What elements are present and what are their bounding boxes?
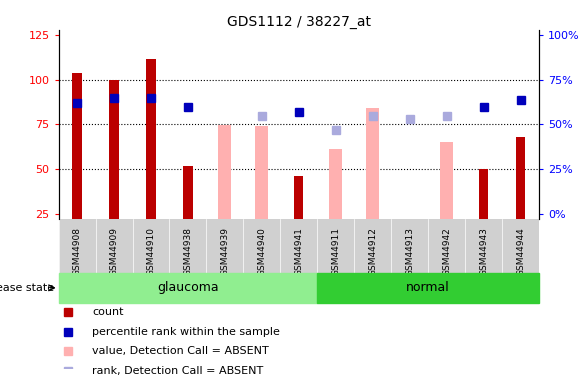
Text: glaucoma: glaucoma bbox=[157, 281, 219, 294]
Bar bbox=[219, 124, 231, 219]
Text: GSM44943: GSM44943 bbox=[479, 227, 488, 276]
Text: GSM44908: GSM44908 bbox=[73, 227, 81, 276]
Bar bbox=[440, 142, 453, 219]
Text: GSM44910: GSM44910 bbox=[146, 227, 155, 276]
Text: percentile rank within the sample: percentile rank within the sample bbox=[92, 327, 280, 337]
Bar bbox=[255, 126, 268, 219]
Text: count: count bbox=[92, 308, 124, 317]
Text: value, Detection Call = ABSENT: value, Detection Call = ABSENT bbox=[92, 346, 269, 356]
Text: GSM44912: GSM44912 bbox=[368, 227, 377, 276]
Text: disease state: disease state bbox=[0, 283, 54, 293]
Title: GDS1112 / 38227_at: GDS1112 / 38227_at bbox=[227, 15, 371, 29]
Text: GSM44911: GSM44911 bbox=[331, 227, 340, 276]
Text: GSM44939: GSM44939 bbox=[220, 227, 230, 276]
Bar bbox=[318, 273, 539, 303]
Text: GSM44944: GSM44944 bbox=[516, 227, 525, 276]
Bar bbox=[516, 137, 525, 219]
Bar bbox=[110, 80, 118, 219]
Text: GSM44909: GSM44909 bbox=[110, 227, 118, 276]
Text: GSM44913: GSM44913 bbox=[406, 227, 414, 276]
Bar bbox=[183, 165, 193, 219]
Bar bbox=[294, 176, 304, 219]
Bar bbox=[329, 150, 342, 219]
Text: GSM44942: GSM44942 bbox=[442, 227, 451, 276]
Bar bbox=[59, 273, 318, 303]
Bar bbox=[479, 169, 488, 219]
Text: rank, Detection Call = ABSENT: rank, Detection Call = ABSENT bbox=[92, 366, 264, 375]
Bar bbox=[73, 73, 81, 219]
Text: normal: normal bbox=[406, 281, 450, 294]
Text: GSM44940: GSM44940 bbox=[257, 227, 267, 276]
Bar bbox=[366, 108, 379, 219]
Text: GSM44938: GSM44938 bbox=[183, 227, 192, 276]
Bar bbox=[146, 58, 156, 219]
Text: GSM44941: GSM44941 bbox=[294, 227, 304, 276]
